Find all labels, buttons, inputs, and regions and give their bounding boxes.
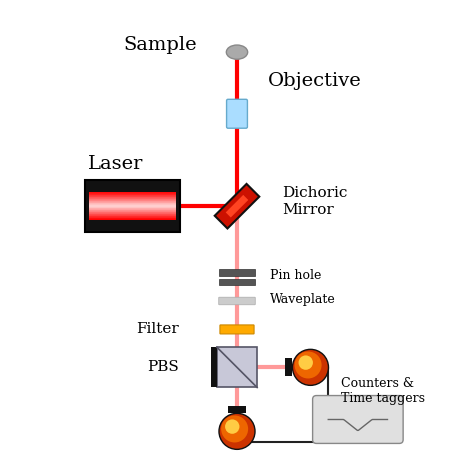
Bar	[89, 202, 176, 203]
Bar	[89, 214, 176, 215]
FancyBboxPatch shape	[220, 325, 254, 334]
Bar	[89, 211, 176, 212]
Bar	[211, 347, 217, 388]
Bar	[89, 209, 176, 210]
Bar	[89, 208, 176, 209]
Bar	[89, 215, 176, 216]
Bar	[89, 207, 176, 208]
Bar	[89, 192, 176, 193]
Bar	[89, 212, 176, 213]
FancyBboxPatch shape	[219, 297, 255, 305]
Bar	[89, 215, 176, 216]
Bar	[89, 198, 176, 199]
Bar	[89, 210, 176, 211]
Bar	[89, 196, 176, 197]
Bar	[89, 216, 176, 217]
Text: Waveplate: Waveplate	[270, 293, 336, 306]
Bar	[89, 219, 176, 220]
Bar	[89, 194, 176, 195]
Bar	[89, 204, 176, 205]
Bar	[89, 197, 176, 198]
Circle shape	[219, 413, 255, 449]
Bar	[285, 358, 292, 376]
Bar	[89, 196, 176, 197]
Bar	[89, 205, 176, 206]
Bar	[89, 201, 176, 203]
Bar	[217, 347, 257, 388]
Bar	[89, 200, 176, 201]
FancyBboxPatch shape	[85, 180, 180, 232]
Text: Dichoric
Mirror: Dichoric Mirror	[282, 186, 347, 217]
Bar	[219, 269, 255, 276]
Text: Pin hole: Pin hole	[270, 269, 321, 283]
Bar	[89, 209, 176, 210]
Bar	[89, 204, 176, 206]
Bar	[89, 203, 176, 204]
Polygon shape	[226, 195, 248, 218]
Bar	[89, 199, 176, 200]
Text: Counters &
Time taggers: Counters & Time taggers	[341, 377, 425, 405]
Bar	[219, 279, 255, 285]
Circle shape	[294, 352, 321, 378]
Text: Sample: Sample	[123, 36, 197, 54]
Circle shape	[292, 349, 328, 385]
Circle shape	[225, 419, 239, 434]
Bar	[89, 217, 176, 218]
Bar	[89, 201, 176, 202]
Text: Filter: Filter	[137, 322, 179, 337]
Bar	[89, 213, 176, 214]
Bar	[89, 206, 176, 207]
Text: Laser: Laser	[88, 155, 143, 173]
Bar	[89, 210, 176, 211]
Circle shape	[221, 415, 248, 443]
Bar	[89, 195, 176, 196]
Bar	[89, 193, 176, 194]
Bar	[228, 406, 246, 413]
Polygon shape	[215, 184, 259, 228]
Ellipse shape	[227, 45, 247, 59]
FancyBboxPatch shape	[313, 395, 403, 444]
Bar	[89, 212, 176, 214]
Text: PBS: PBS	[147, 360, 179, 374]
FancyBboxPatch shape	[227, 100, 247, 128]
Bar	[89, 218, 176, 219]
Text: Objective: Objective	[268, 72, 362, 90]
Bar	[89, 206, 176, 208]
Bar	[89, 193, 176, 195]
Circle shape	[299, 356, 313, 370]
Bar	[89, 198, 176, 200]
Bar	[89, 217, 176, 219]
